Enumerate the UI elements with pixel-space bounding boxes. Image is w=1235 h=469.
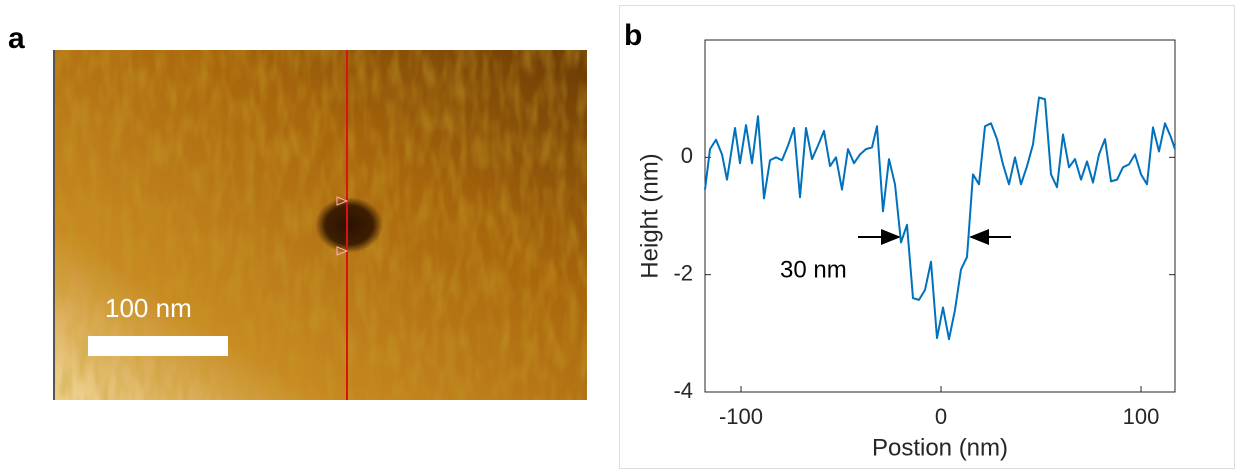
y-tick-label: 0: [681, 143, 693, 168]
x-tick-label: -100: [719, 404, 763, 429]
panel-frame: [619, 5, 1235, 469]
x-tick-label: 0: [935, 404, 947, 429]
axes-frame: [704, 39, 1176, 393]
afm-image: [53, 50, 587, 400]
x-axis-label: Postion (nm): [872, 434, 1008, 461]
y-axis-label: Height (nm): [636, 153, 663, 278]
y-tick-label: -4: [673, 378, 693, 403]
scale-bar-label: 100 nm: [105, 293, 192, 323]
panel-label: b: [624, 19, 642, 52]
data-line: [704, 96, 1176, 341]
panel-label: a: [8, 22, 25, 55]
y-tick-label: -2: [673, 260, 693, 285]
annotation: 30 nm: [780, 256, 847, 283]
x-tick-label: 100: [1123, 404, 1160, 429]
